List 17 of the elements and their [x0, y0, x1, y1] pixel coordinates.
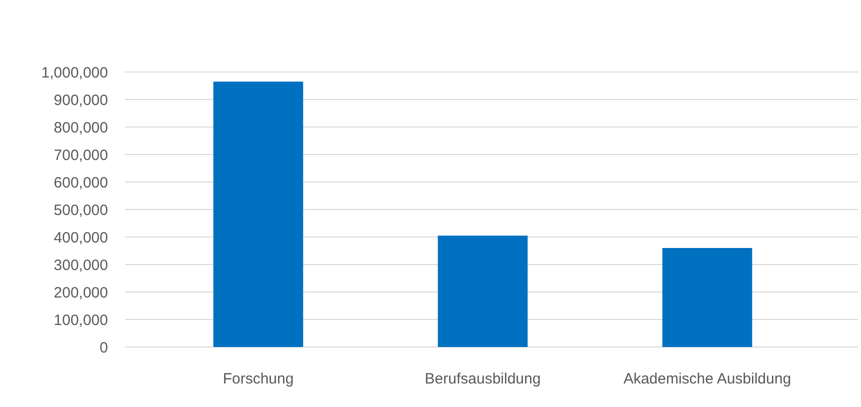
y-tick-label: 1,000,000 — [41, 64, 108, 82]
y-tick-label: 800,000 — [54, 119, 108, 136]
bar — [438, 236, 528, 347]
y-tick-label: 0 — [100, 339, 108, 356]
y-tick-label: 700,000 — [54, 146, 108, 164]
bar — [213, 82, 304, 347]
x-tick-label: Berufsausbildung — [424, 370, 541, 388]
y-tick-label: 300,000 — [54, 256, 108, 274]
x-tick-label: Forschung — [222, 370, 294, 388]
y-tick-label: 600,000 — [54, 174, 108, 192]
y-tick-label: 200,000 — [54, 284, 108, 302]
y-tick-label: 100,000 — [54, 312, 108, 329]
bar — [662, 248, 752, 347]
y-tick-label: 400,000 — [54, 229, 108, 246]
y-tick-label: 500,000 — [54, 202, 108, 219]
x-tick-label: Akademische Ausbildung — [623, 370, 792, 388]
y-tick-label: 900,000 — [54, 92, 108, 109]
